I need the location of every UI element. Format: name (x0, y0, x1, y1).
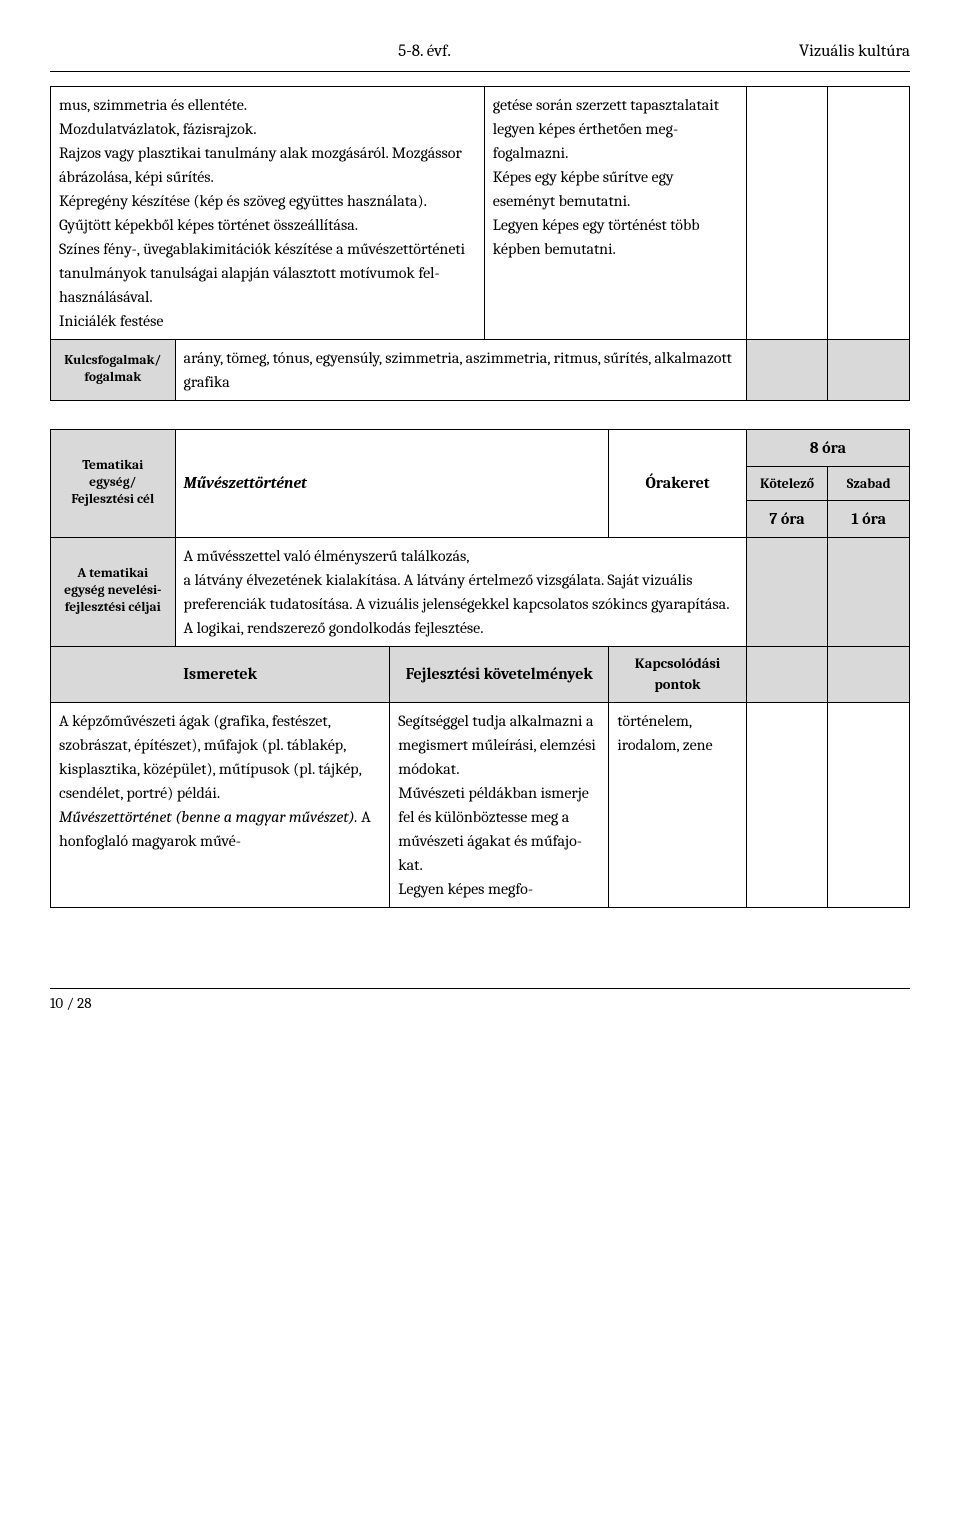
cell-time-label: Órakeret (609, 429, 746, 537)
page-footer: 10 / 28 (50, 988, 910, 1015)
cell-empty (746, 537, 828, 646)
text: A képzőművészeti ágak (grafika, festésze… (59, 712, 361, 802)
cell-kulcsfogalmak-label: Kulcsfogal­mak/ fogal­mak (51, 339, 176, 400)
table-row: A képzőművészeti ágak (grafika, festésze… (51, 703, 910, 908)
cell-empty (746, 339, 828, 400)
cell-ismeretek: mus, szimmetria és ellen­téte. Mozdulatv… (51, 86, 485, 339)
table-row: Tematikai egység/ Fejlesztési cél Művész… (51, 429, 910, 466)
cell-kovetelmenyek: getése során szerzett tapasztalatait leg… (484, 86, 746, 339)
footer-rule (50, 988, 910, 989)
cell-empty (828, 86, 910, 339)
table-row: Ismeretek Fejlesztési követelmé­nyek Kap… (51, 646, 910, 703)
cell-empty (828, 646, 910, 703)
cell-empty (746, 703, 828, 908)
header-right: Vizuális kultúra (799, 40, 910, 65)
cell-kulcsfogalmak-content: arány, tömeg, tónus, egyensúly, szimmetr… (175, 339, 746, 400)
cell-header-kovetelmenyek: Fejlesztési követelmé­nyek (390, 646, 609, 703)
header-rule (50, 71, 910, 72)
cell-total-hours: 8 óra (746, 429, 909, 466)
table-upper: mus, szimmetria és ellen­téte. Mozdulatv… (50, 86, 910, 401)
cell-empty (746, 86, 828, 339)
cell-unit-title: Művészettörténet (175, 429, 609, 537)
cell-free-label: Szabad (828, 466, 910, 500)
cell-empty (828, 339, 910, 400)
cell-content-ismeretek: A képzőművészeti ágak (grafika, festésze… (51, 703, 390, 908)
cell-mandatory-label: Kötele­ző (746, 466, 828, 500)
cell-empty (828, 703, 910, 908)
text-italic: Művészettörténet (benne a magyar művésze… (59, 808, 358, 826)
cell-header-kapcsolodasi: Kapcsolódási pontok (609, 646, 746, 703)
table-lower: Tematikai egység/ Fejlesztési cél Művész… (50, 429, 910, 909)
table-row: Kulcsfogal­mak/ fogal­mak arány, tömeg, … (51, 339, 910, 400)
cell-empty (828, 537, 910, 646)
cell-content-kovetelmenyek: Segítséggel tudja al­kalmazni a megismer… (390, 703, 609, 908)
cell-header-ismeretek: Ismeretek (51, 646, 390, 703)
page-number: 10 / 28 (50, 993, 910, 1015)
cell-unit-label: Tematikai egység/ Fejlesztési cél (51, 429, 176, 537)
page-header: 5-8. évf. Vizuális kultúra (50, 40, 910, 65)
cell-goals-label: A temati­kai egység nevelési-fejlesztési… (51, 537, 176, 646)
cell-mandatory-hours: 7 óra (746, 500, 828, 537)
cell-goals-text: A művésszettel való élményszerű találkoz… (175, 537, 746, 646)
spacer (50, 401, 910, 429)
header-center: 5-8. évf. (50, 40, 799, 65)
table-row: A temati­kai egység nevelési-fejlesztési… (51, 537, 910, 646)
cell-free-hours: 1 óra (828, 500, 910, 537)
cell-content-kapcsolodasi: történelem, irodalom, zene (609, 703, 746, 908)
table-row: mus, szimmetria és ellen­téte. Mozdulatv… (51, 86, 910, 339)
cell-empty (746, 646, 828, 703)
